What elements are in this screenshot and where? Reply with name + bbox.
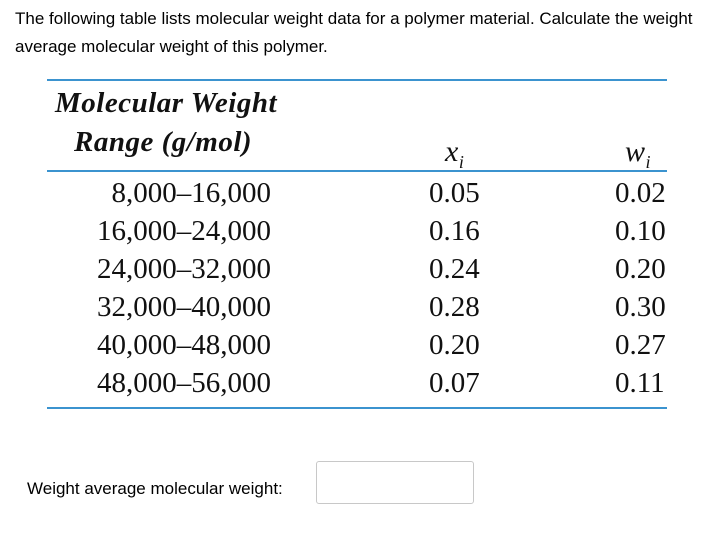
table-row: 32,000–40,000 0.28 0.30 <box>47 289 667 327</box>
x-cell: 0.05 <box>429 177 480 209</box>
table-row: 8,000–16,000 0.05 0.02 <box>47 175 667 213</box>
table-row: 48,000–56,000 0.07 0.11 <box>47 365 667 403</box>
answer-label: Weight average molecular weight: <box>27 479 283 498</box>
answer-input[interactable] <box>316 461 474 504</box>
x-cell: 0.16 <box>429 215 480 247</box>
w-cell: 0.30 <box>615 291 666 323</box>
range-cell: 48,000–56,000 <box>97 367 271 399</box>
range-cell: 8,000–16,000 <box>111 177 272 209</box>
x-header-subscript: i <box>458 152 465 172</box>
range-cell: 32,000–40,000 <box>97 291 271 323</box>
range-header-line2: Range (g/mol) <box>74 126 253 158</box>
x-cell: 0.20 <box>429 329 480 361</box>
table-row: 40,000–48,000 0.20 0.27 <box>47 327 667 365</box>
x-header: xi <box>445 135 464 173</box>
w-cell: 0.10 <box>615 215 666 247</box>
x-cell: 0.07 <box>429 367 480 399</box>
molecular-weight-table: Molecular Weight Range (g/mol) xi wi 8,0… <box>47 79 667 409</box>
range-cell: 24,000–32,000 <box>97 253 271 285</box>
range-header-line1: Molecular Weight <box>55 87 278 119</box>
w-header: wi <box>625 135 651 173</box>
table-body: 8,000–16,000 0.05 0.02 16,000–24,000 0.1… <box>47 175 667 403</box>
range-cell: 40,000–48,000 <box>97 329 271 361</box>
range-cell: 16,000–24,000 <box>97 215 271 247</box>
w-cell: 0.11 <box>615 367 665 399</box>
x-cell: 0.28 <box>429 291 480 323</box>
x-cell: 0.24 <box>429 253 480 285</box>
table-top-rule <box>47 79 667 81</box>
w-header-subscript: i <box>645 152 652 172</box>
w-cell: 0.02 <box>615 177 666 209</box>
table-row: 16,000–24,000 0.16 0.10 <box>47 213 667 251</box>
table-bottom-rule <box>47 407 667 409</box>
w-header-symbol: w <box>625 135 646 168</box>
x-header-symbol: x <box>445 135 459 168</box>
question-text: The following table lists molecular weig… <box>15 9 693 56</box>
table-header-rule <box>47 170 667 172</box>
w-cell: 0.20 <box>615 253 666 285</box>
w-cell: 0.27 <box>615 329 666 361</box>
table-row: 24,000–32,000 0.24 0.20 <box>47 251 667 289</box>
